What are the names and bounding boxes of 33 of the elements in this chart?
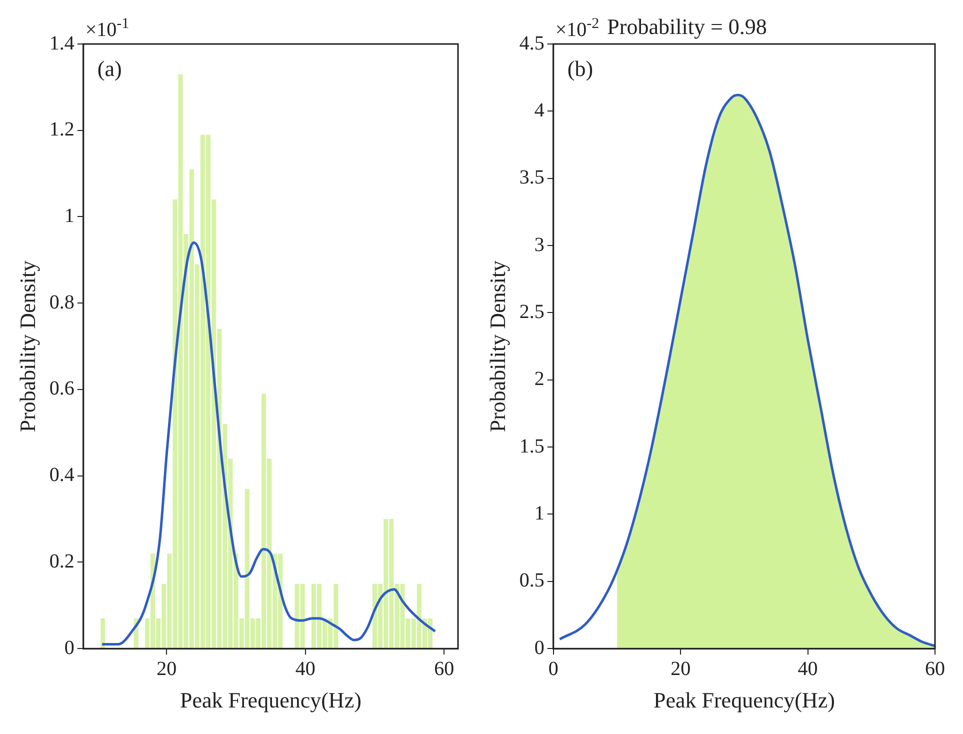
- y-tick-label: 0: [64, 636, 74, 659]
- x-tick-label: 60: [434, 658, 454, 680]
- line-series: [558, 94, 935, 648]
- y-tick-label: 0: [534, 636, 544, 659]
- x-tick-label: 40: [798, 658, 818, 680]
- x-tick-label: 20: [670, 658, 691, 680]
- y-tick-label: 1.4: [49, 32, 74, 54]
- y-tick-label: 2: [534, 368, 544, 390]
- y-axis-title: Probability Density: [484, 260, 510, 432]
- x-axis-title: Peak Frequency(Hz): [653, 688, 835, 713]
- y-tick-label: 0.8: [49, 291, 74, 314]
- x-axis-title: Peak Frequency(Hz): [180, 688, 362, 713]
- y-tick-label: 0.2: [49, 550, 74, 572]
- y-axis-title: Probability Density: [14, 260, 40, 432]
- x-tick-label: 0: [548, 658, 558, 680]
- y-tick-label: 1.2: [49, 118, 74, 141]
- y-tick-label: 1: [534, 502, 544, 524]
- x-tick-label: 40: [295, 658, 316, 680]
- y-tick-label: 4.5: [519, 32, 544, 54]
- x-tick-label: 60: [925, 658, 945, 680]
- y-tick-label: 0.5: [519, 570, 544, 592]
- y-tick-label: 1: [64, 204, 74, 227]
- y-tick-label: 3.5: [519, 166, 544, 189]
- y-tick-label: 3: [534, 234, 544, 256]
- y-tick-label: 4: [534, 99, 544, 122]
- y-tick-label: 0.4: [49, 464, 74, 486]
- x-tick-label: 20: [156, 658, 177, 680]
- y-tick-label: 1.5: [519, 435, 544, 458]
- y-tick-label: 2.5: [519, 300, 544, 323]
- annotation: (b): [567, 56, 594, 81]
- chart-title: Probability = 0.98: [607, 14, 767, 39]
- annotation: (a): [97, 56, 122, 81]
- y-tick-label: 0.6: [49, 378, 74, 400]
